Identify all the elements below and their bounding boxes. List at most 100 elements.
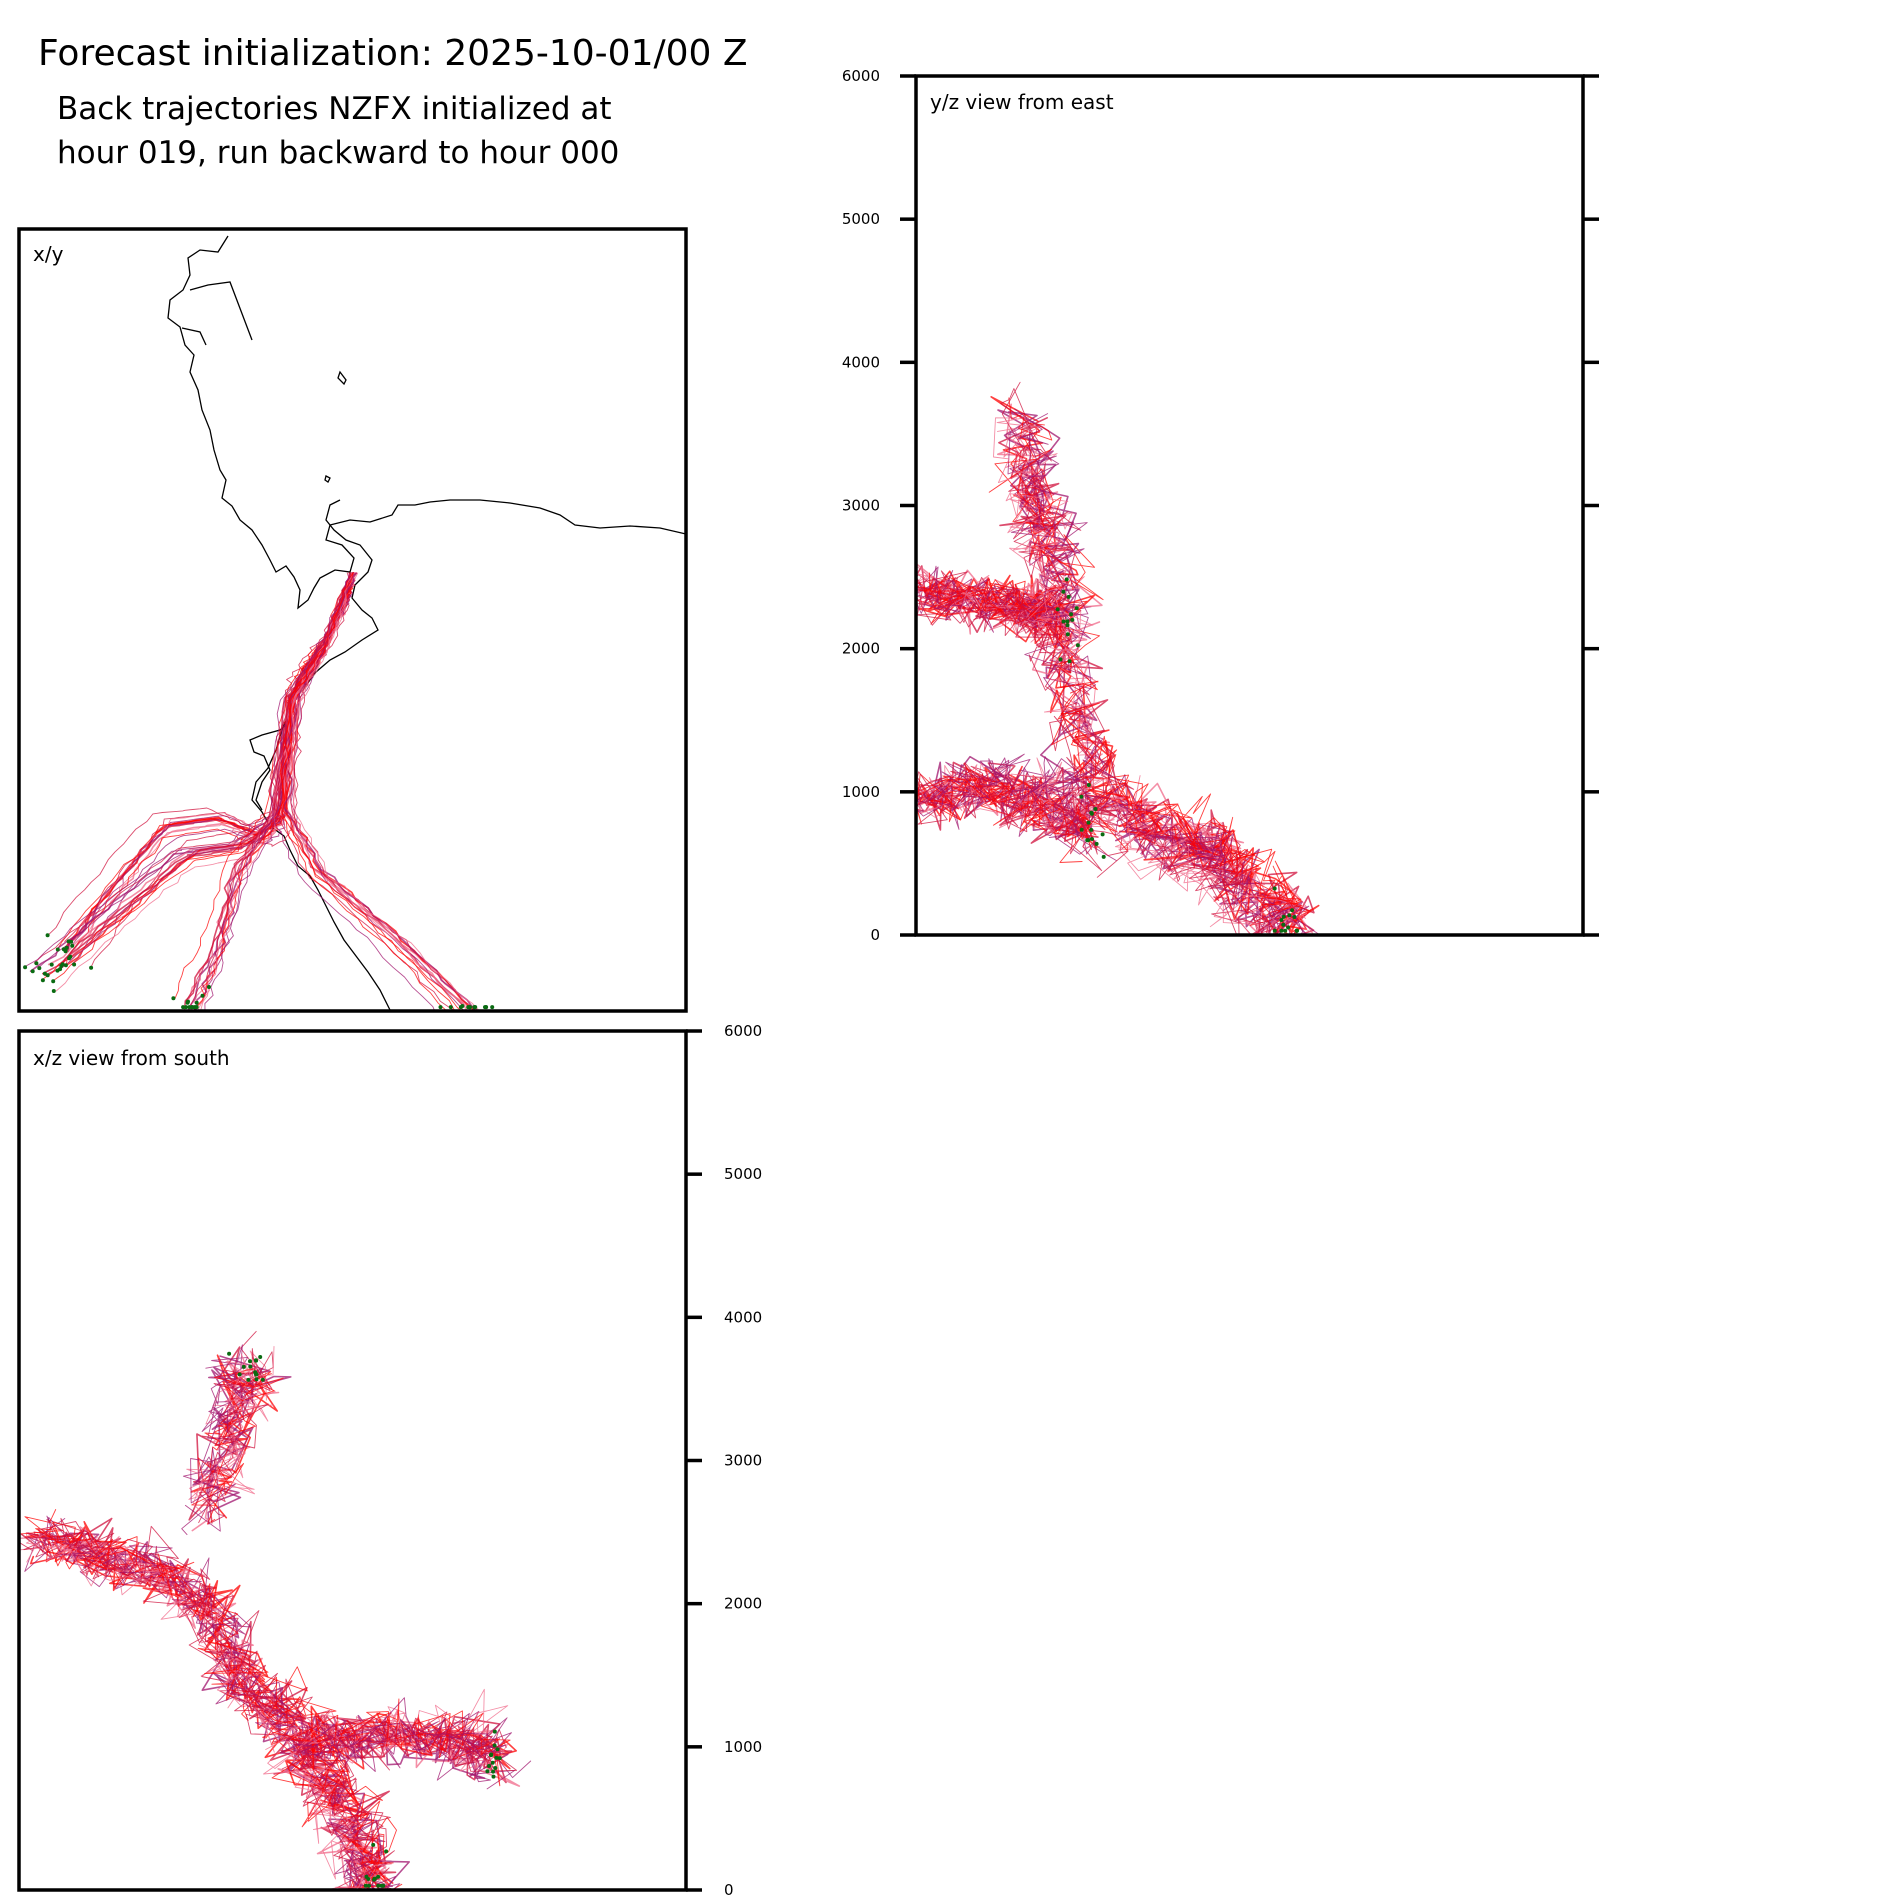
yz-trajectory-line xyxy=(916,572,1298,906)
xz-trajectory-endpoint xyxy=(364,1874,369,1879)
xy-trajectory-line xyxy=(284,572,474,1010)
xz-trajectory-line xyxy=(192,1346,275,1514)
yz-trajectory-endpoint xyxy=(1294,928,1299,933)
xz-trajectory-line xyxy=(33,1530,395,1883)
xy-trajectory-line xyxy=(64,572,356,942)
yz-trajectory-endpoint xyxy=(1290,908,1295,913)
yz-panel-label: y/z view from east xyxy=(930,90,1114,114)
xy-panel: x/y xyxy=(17,227,688,1013)
xz-trajectory-endpoint xyxy=(384,1849,389,1854)
xz-trajectory-endpoint xyxy=(493,1766,498,1770)
xz-trajectory-endpoint xyxy=(258,1355,263,1359)
yz-trajectory-endpoint xyxy=(1065,619,1070,624)
yz-trajectory-endpoint xyxy=(1272,886,1277,891)
yz-ytick-label: 0 xyxy=(870,926,880,944)
xz-trajectory-line xyxy=(281,1711,507,1771)
xy-trajectory-endpoint xyxy=(483,1005,487,1010)
xz-trajectory-line xyxy=(19,1517,391,1860)
xy-trajectory-endpoint xyxy=(23,965,28,970)
yz-trajectory-endpoint xyxy=(1065,623,1070,628)
xz-trajectory-endpoint xyxy=(376,1883,381,1888)
yz-trajectory-endpoint xyxy=(1066,594,1071,599)
yz-ytick-label: 3000 xyxy=(842,497,880,515)
xz-trajectory-line xyxy=(204,1371,284,1525)
yz-trajectory-line xyxy=(916,762,1129,878)
xz-trajectories xyxy=(19,1330,532,1890)
xy-trajectory-endpoint xyxy=(37,966,42,971)
yz-ytick-label: 6000 xyxy=(842,67,880,85)
yz-ytick-label: 5000 xyxy=(842,210,880,228)
xy-trajectory-endpoint xyxy=(69,939,74,944)
xz-trajectory-endpoint xyxy=(241,1364,246,1369)
yz-trajectory-endpoint xyxy=(1101,854,1106,859)
xy-trajectory-line xyxy=(57,572,351,967)
xy-trajectory-line xyxy=(277,572,448,1011)
yz-trajectory-endpoint xyxy=(1065,632,1070,637)
xy-trajectory-endpoint xyxy=(181,1005,186,1010)
yz-panel: y/z view from east 0 1000 2000 3000 4000 5000… xyxy=(842,67,1599,944)
coastline-west-inlet xyxy=(249,719,293,811)
xy-trajectory-line xyxy=(74,572,354,943)
xz-ytick-label: 2000 xyxy=(724,1595,762,1613)
yz-trajectory-line xyxy=(916,571,1299,935)
xz-trajectory-line xyxy=(198,1348,274,1523)
xz-plot-area xyxy=(19,1330,532,1890)
yz-trajectory-endpoint xyxy=(1058,657,1063,662)
xz-trajectory-endpoint xyxy=(494,1755,499,1760)
yz-trajectory-endpoint xyxy=(1281,914,1286,919)
yz-trajectory-endpoint xyxy=(1279,918,1284,922)
yz-trajectory-endpoint xyxy=(1272,928,1277,933)
xy-plot-area xyxy=(23,235,686,1011)
yz-trajectory-endpoint xyxy=(1067,659,1072,664)
xz-trajectory-line xyxy=(189,1350,269,1507)
xz-trajectory-line xyxy=(20,1517,397,1890)
coastline-shore-upper xyxy=(181,281,253,346)
yz-trajectory-endpoint xyxy=(1292,915,1297,919)
xy-trajectory-endpoint xyxy=(34,961,39,966)
xy-trajectory-endpoint xyxy=(186,999,190,1004)
yz-trajectory-endpoint xyxy=(1094,841,1099,846)
xy-trajectory-line xyxy=(270,572,436,1011)
xy-trajectory-endpoint xyxy=(49,962,54,967)
coastline-harbour xyxy=(251,499,391,1011)
xy-trajectory-line xyxy=(33,572,354,964)
yz-trajectory-line xyxy=(916,574,1280,935)
xz-trajectory-endpoint xyxy=(485,1769,490,1774)
yz-trajectory-endpoint xyxy=(1069,612,1074,617)
yz-trajectory-endpoint xyxy=(1074,606,1079,611)
xy-trajectory-endpoint xyxy=(193,1005,198,1010)
xz-trajectory-endpoint xyxy=(363,1883,368,1888)
xz-trajectory-endpoint xyxy=(371,1842,376,1847)
yz-trajectory-endpoint xyxy=(1100,832,1105,837)
xy-trajectory-endpoint xyxy=(89,965,94,970)
xy-trajectory-line xyxy=(282,572,476,1011)
xy-trajectory-endpoint xyxy=(458,1005,463,1010)
xy-trajectory-endpoint xyxy=(490,1005,495,1010)
figure-title: Forecast initialization: 2025-10-01/00 Z xyxy=(38,33,748,74)
yz-trajectory-line xyxy=(988,397,1068,591)
xy-trajectory-endpoint xyxy=(187,1005,192,1010)
coastline-island-2 xyxy=(324,475,331,483)
xz-trajectory-endpoint xyxy=(497,1756,502,1761)
xy-trajectory-endpoint xyxy=(30,969,35,974)
xy-trajectory-endpoint xyxy=(63,963,68,968)
xz-trajectory-line xyxy=(184,1344,249,1532)
yz-trajectory-endpoint xyxy=(1061,619,1066,624)
xy-trajectory-line xyxy=(71,572,352,947)
yz-trajectory-endpoint xyxy=(1093,807,1098,811)
xy-trajectory-line xyxy=(281,572,457,1011)
yz-trajectory-line xyxy=(1014,408,1089,619)
yz-axis-ticks: 0 1000 2000 3000 4000 5000 6000 xyxy=(842,67,1599,944)
yz-trajectory-endpoint xyxy=(1075,643,1080,648)
xy-trajectory-line xyxy=(37,572,353,969)
xy-trajectory-line xyxy=(70,572,357,958)
xz-trajectory-endpoint xyxy=(254,1377,259,1382)
yz-trajectory-endpoint xyxy=(1055,607,1060,612)
xy-trajectory-endpoint xyxy=(184,1005,188,1010)
xy-trajectory-endpoint xyxy=(171,996,176,1001)
xz-trajectory-endpoint xyxy=(381,1883,386,1888)
xz-trajectory-endpoint xyxy=(492,1743,497,1748)
xy-trajectory-line xyxy=(291,572,472,1011)
xy-trajectory-endpoint xyxy=(45,933,50,938)
yz-trajectory-endpoint xyxy=(1287,913,1292,918)
